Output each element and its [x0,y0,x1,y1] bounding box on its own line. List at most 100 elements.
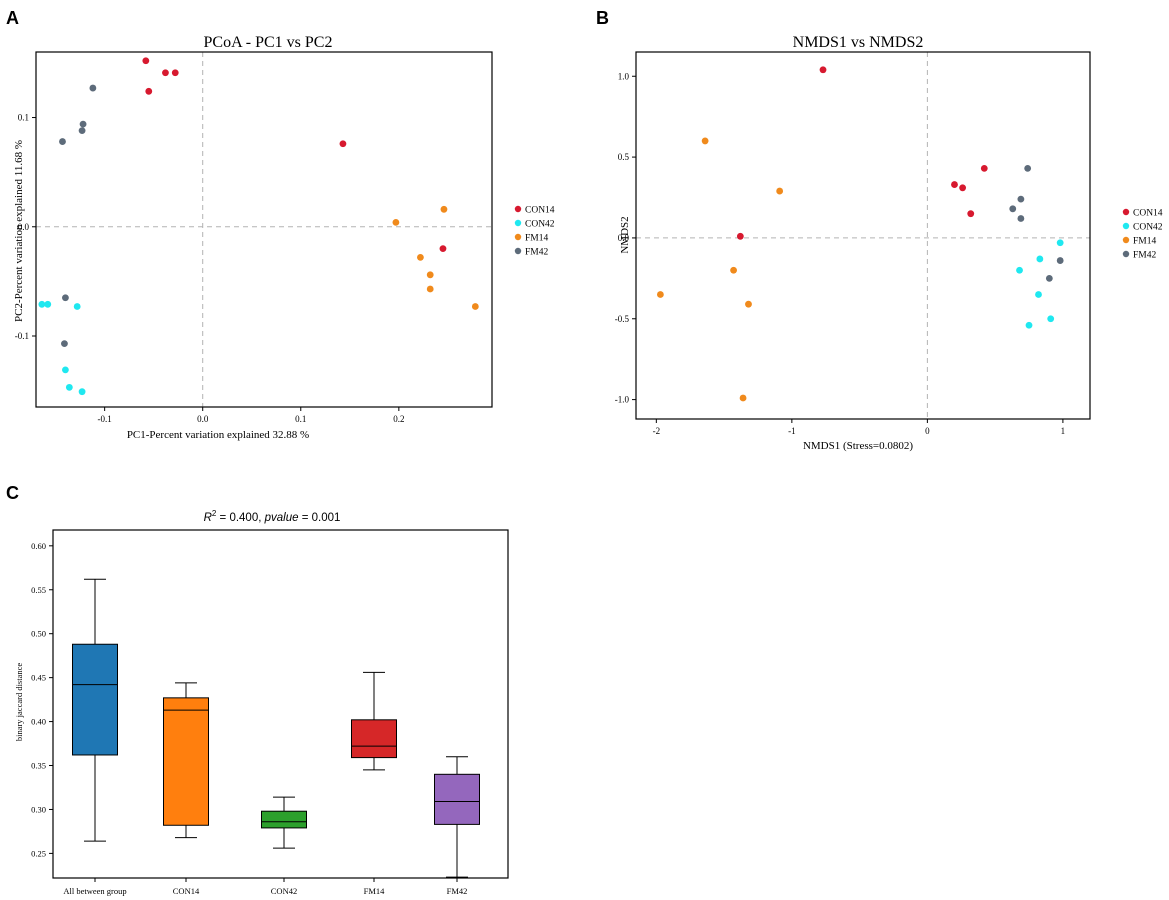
nmds-x-label: NMDS1 (Stress=0.0802) [803,440,913,452]
nmds-legend-marker-con42 [1122,222,1130,230]
nmds-point-fm42 [1017,215,1025,222]
anosim-title-rest: = 0.400, [216,512,264,524]
nmds-point-fm42 [1045,274,1053,282]
pcoa-point-con14 [171,69,179,77]
nmds-points [656,66,1064,402]
pcoa-y-tick-label: 0.1 [18,113,29,123]
nmds-point-fm42 [1024,165,1032,172]
nmds-point-con42 [1025,321,1033,329]
pcoa-legend-marker-fm42 [514,247,522,255]
anosim-x-tick-label: All between group [63,886,126,896]
nmds-legend-marker-fm42 [1122,250,1130,258]
box-fm42 [434,756,480,878]
pcoa-legend-label-fm14: FM14 [525,234,548,244]
pcoa-legend-label-fm42: FM42 [525,248,548,258]
nmds-point-con42 [1036,255,1044,263]
pcoa-title: PCoA - PC1 vs PC2 [204,34,333,51]
pcoa-point-fm42 [61,340,68,348]
pcoa-point-con14 [339,140,347,148]
anosim-y-label: binary jaccard distance [14,663,24,742]
pcoa-legend-marker-fm14 [514,233,522,241]
nmds-point-con14 [980,165,988,172]
pcoa-point-fm14 [392,219,400,226]
box-iqr [434,773,480,825]
anosim-y-tick-label: 0.60 [31,541,46,551]
pcoa-point-fm42 [62,294,69,302]
nmds-y-label: NMDS2 [619,216,631,253]
pcoa-point-fm14 [417,253,424,261]
pcoa-points [38,57,479,396]
box-fm14 [351,671,397,771]
anosim-y-tick-label: 0.50 [31,629,46,639]
pcoa-x-axis: -0.1 0.0 0.1 0.2 [98,407,404,424]
nmds-point-con14 [736,232,744,240]
nmds-point-fm14 [745,300,752,308]
nmds-point-con14 [819,66,827,74]
anosim-x-tick-label: FM14 [364,886,386,896]
pcoa-point-con42 [38,300,46,308]
pcoa-point-con42 [44,300,52,308]
nmds-point-con14 [967,210,975,218]
pcoa-plot-frame [35,51,493,408]
nmds-point-con14 [951,181,958,188]
nmds-legend-label-fm42: FM42 [1133,251,1156,261]
anosim-x-tick-label: CON14 [173,886,200,896]
anosim-title-sup: 2 [212,509,217,518]
box-iqr [72,643,118,756]
box-iqr [163,697,209,826]
nmds-point-con42 [1035,291,1042,298]
anosim-y-tick-label: 0.55 [31,585,46,595]
anosim-y-tick-label: 0.35 [31,761,46,771]
pcoa-x-tick-label: 0.2 [393,414,404,424]
panel-a: A PCoA - PC1 vs PC2 -0.1 0.0 0.1 0.2 0.1 0.0… [6,8,555,441]
nmds-zero-lines [636,52,1090,419]
pcoa-y-axis: 0.1 0.0 -0.1 [15,113,36,341]
anosim-y-tick-label: 0.40 [31,717,46,727]
nmds-point-fm42 [1056,257,1064,264]
pcoa-point-fm42 [79,120,87,128]
anosim-x-tick-label: CON42 [271,886,297,896]
nmds-legend: CON14 CON42 FM14 FM42 [1122,209,1163,261]
anosim-x-axis: All between group CON14 CON42 FM14 FM42 [63,878,467,896]
nmds-y-tick-label: 1.0 [618,71,630,81]
nmds-legend-label-con14: CON14 [1133,209,1163,219]
nmds-point-con42 [1056,239,1064,247]
pcoa-x-label: PC1-Percent variation explained 32.88 % [127,429,309,441]
nmds-x-axis: -2 -1 0 1 [653,419,1066,436]
box-iqr [261,810,307,829]
nmds-point-con42 [1047,315,1055,323]
anosim-title: R2 = 0.400, pvalue = 0.001 [204,509,341,524]
nmds-point-fm42 [1017,195,1025,203]
box-all-between-group [72,578,118,842]
panel-c: C R2 = 0.400, pvalue = 0.001 0.60 0.55 0.5… [6,483,509,896]
nmds-x-tick-label: 1 [1061,426,1066,436]
pcoa-legend-label-con42: CON42 [525,220,555,230]
pcoa-point-con14 [145,87,153,95]
pcoa-point-fm42 [89,84,97,92]
nmds-title: NMDS1 vs NMDS2 [793,34,924,51]
pcoa-zero-lines [36,52,492,407]
pcoa-y-tick-label: -0.1 [15,331,29,341]
anosim-y-axis: 0.60 0.55 0.50 0.45 0.40 0.35 0.30 0.25 [31,541,53,858]
nmds-plot-frame [635,51,1091,420]
pcoa-point-con42 [78,388,86,396]
nmds-legend-label-fm14: FM14 [1133,237,1156,247]
nmds-legend-label-con42: CON42 [1133,223,1163,233]
box-con14 [163,682,209,839]
nmds-point-con42 [1016,266,1023,274]
panel-letter-a: A [6,8,19,28]
panel-b: B NMDS1 vs NMDS2 -2 -1 0 1 1.0 0.5 0.0 -0.5 -1.… [596,8,1163,452]
anosim-y-tick-label: 0.30 [31,804,46,814]
panel-letter-c: C [6,483,19,503]
nmds-x-tick-label: 0 [925,426,930,436]
nmds-y-tick-label: -0.5 [615,314,630,324]
nmds-y-tick-label: 0.5 [618,152,630,162]
pcoa-point-fm14 [440,205,448,213]
nmds-point-fm14 [701,137,709,145]
nmds-x-tick-label: -1 [788,426,796,436]
anosim-plot-frame [52,529,509,879]
nmds-point-fm14 [730,266,737,274]
nmds-y-tick-label: 0.0 [618,233,630,243]
nmds-legend-marker-fm14 [1122,236,1130,244]
